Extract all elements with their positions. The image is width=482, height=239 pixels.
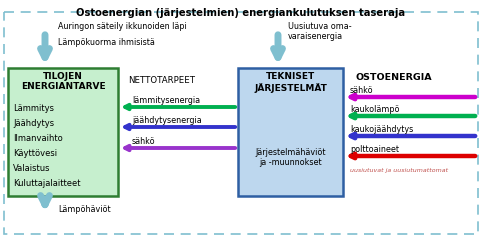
Text: kaukojäähdytys: kaukojäähdytys xyxy=(350,125,413,134)
Text: Auringon säteily ikkunoiden läpi: Auringon säteily ikkunoiden läpi xyxy=(58,22,187,31)
Text: Lämpökuorma ihmisistä: Lämpökuorma ihmisistä xyxy=(58,38,155,47)
Text: polttoaineet: polttoaineet xyxy=(350,145,399,154)
Text: TEKNISET
JÄRJESTELMÄT: TEKNISET JÄRJESTELMÄT xyxy=(254,72,327,92)
Text: Lämpöhäviöt: Lämpöhäviöt xyxy=(58,205,111,214)
Text: Jäähdytys: Jäähdytys xyxy=(13,119,54,128)
Text: Ilmanvaihto: Ilmanvaihto xyxy=(13,134,63,143)
Text: Lämmitys: Lämmitys xyxy=(13,104,54,113)
Bar xyxy=(238,68,343,196)
Text: Valaistus: Valaistus xyxy=(13,164,51,173)
Bar xyxy=(8,68,118,196)
Text: OSTOENERGIA: OSTOENERGIA xyxy=(356,73,433,82)
Text: sähkö: sähkö xyxy=(350,86,374,95)
Text: Järjestelmähäviöt
ja -muunnokset: Järjestelmähäviöt ja -muunnokset xyxy=(255,148,326,167)
Text: TILOJEN
ENERGIANTARVE: TILOJEN ENERGIANTARVE xyxy=(21,72,105,91)
Text: NETTOTARPEET: NETTOTARPEET xyxy=(128,76,195,85)
Text: Käyttövesi: Käyttövesi xyxy=(13,149,57,158)
Text: lämmitysenergia: lämmitysenergia xyxy=(132,96,200,105)
Text: kaukolämpö: kaukolämpö xyxy=(350,105,400,114)
Text: Uusiutuva oma-
varaisenergia: Uusiutuva oma- varaisenergia xyxy=(288,22,352,41)
Text: Ostoenergian (järjestelmien) energiankulutuksen taseraja: Ostoenergian (järjestelmien) energiankul… xyxy=(77,8,405,18)
Text: Kuluttajalaitteet: Kuluttajalaitteet xyxy=(13,179,80,188)
Text: uusiutuvat ja uusiutumattomat: uusiutuvat ja uusiutumattomat xyxy=(350,168,448,173)
Text: jäähdytysenergia: jäähdytysenergia xyxy=(132,116,202,125)
Text: sähkö: sähkö xyxy=(132,137,156,146)
